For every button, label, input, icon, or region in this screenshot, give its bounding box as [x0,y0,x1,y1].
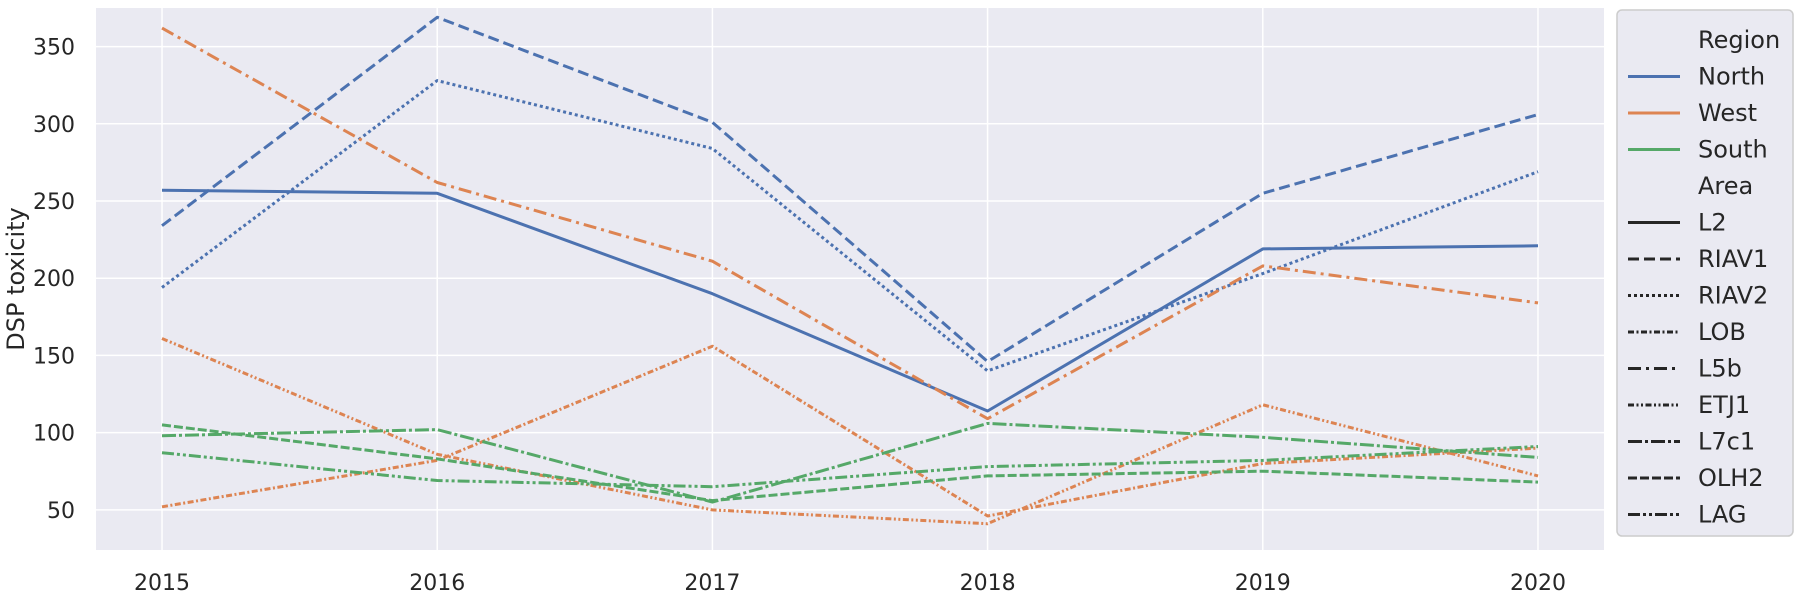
legend-title: Region [1698,26,1780,54]
series-line-south-olh2 [161,423,1539,503]
legend-label-riav2: RIAV2 [1698,282,1768,310]
series-line-west-etj1 [161,337,1539,526]
series-line-north-riav2 [161,79,1539,373]
y-tick-label: 300 [33,113,75,138]
legend-label-south: South [1698,136,1768,164]
y-tick-label: 200 [33,267,75,292]
series-lines [161,15,1539,526]
series-line-north-riav1 [161,15,1539,364]
series-line-south-l7c1 [161,421,1539,504]
y-tick-label: 350 [33,36,75,61]
y-tick-labels: 50 100 150 200 250 300 350 [33,36,75,524]
legend-label-l2: L2 [1698,209,1727,237]
x-tick-label: 2016 [409,571,465,596]
x-tick-label: 2018 [960,571,1016,596]
plot-background [96,8,1604,550]
legend-label-lob: LOB [1698,318,1746,346]
legend-frame [1616,9,1794,537]
y-tick-label: 100 [33,422,75,447]
legend-items: Region North West South Area L2 RIAV1 RIAV2 LOB L… [1628,26,1780,529]
legend-label-lag: LAG [1698,501,1747,529]
x-tick-label: 2017 [684,571,740,596]
legend-label-l5b: L5b [1698,355,1742,383]
legend-label-etj1: ETJ1 [1698,391,1750,419]
legend-label-riav1: RIAV1 [1698,245,1768,273]
y-axis-label: DSP toxicity [2,207,30,351]
x-tick-label: 2019 [1235,571,1291,596]
legend: Region North West South Area L2 RIAV1 RIAV2 LOB L… [1616,9,1794,537]
y-tick-label: 150 [33,344,75,369]
y-tick-label: 250 [33,190,75,215]
legend-label-olh2: OLH2 [1698,464,1764,492]
series-line-west-l5b [161,26,1539,421]
legend-label-l7c1: L7c1 [1698,428,1755,456]
x-tick-label: 2020 [1510,571,1566,596]
legend-label-west: West [1698,99,1757,127]
legend-title: Area [1698,172,1753,200]
series-line-west-lob [161,344,1539,518]
legend-label-north: North [1698,63,1765,91]
series-line-north-l2 [161,188,1539,413]
y-tick-label: 50 [47,499,75,524]
x-tick-labels: 2015 2016 2017 2018 2019 2020 [134,571,1566,596]
x-tick-label: 2015 [134,571,190,596]
